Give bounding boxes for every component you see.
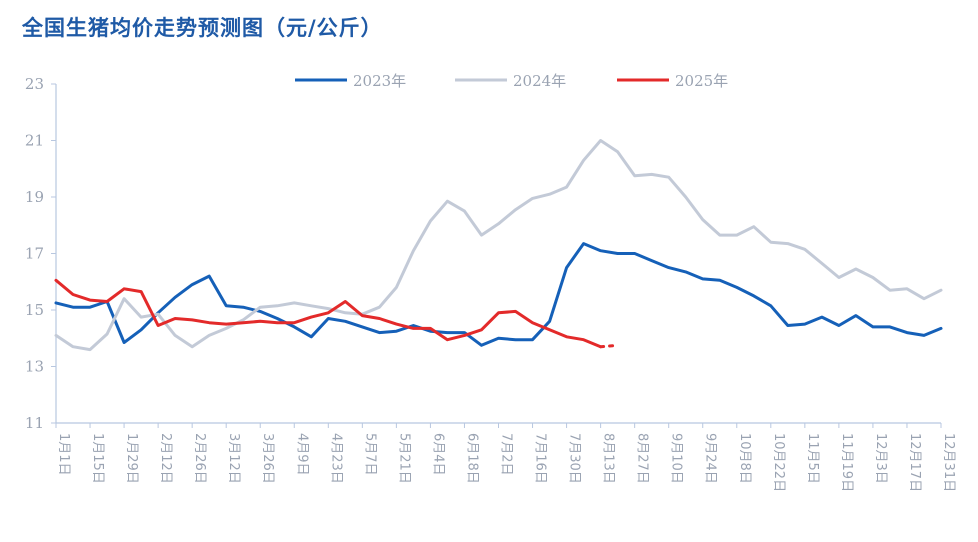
- x-tick-label: 12月17日: [907, 433, 922, 492]
- x-tick-label: 9月24日: [703, 433, 718, 484]
- y-tick-label: 19: [25, 188, 44, 206]
- y-tick-label: 21: [25, 132, 44, 150]
- series-line-2023年: [54, 242, 943, 347]
- series-line-2024年: [54, 139, 943, 352]
- x-tick-label: 3月26日: [260, 433, 275, 484]
- x-tick-label: 12月31日: [941, 433, 956, 492]
- x-tick-label: 5月7日: [362, 433, 377, 476]
- series-line-2025年: [54, 278, 603, 349]
- x-tick-label: 11月19日: [839, 433, 854, 492]
- x-tick-label: 1月1日: [56, 433, 71, 476]
- x-tick-label: 4月23日: [328, 433, 343, 484]
- x-tick-label: 6月4日: [430, 433, 445, 476]
- x-tick-label: 6月18日: [464, 433, 479, 484]
- x-tick-label: 8月27日: [635, 433, 650, 484]
- y-tick-label: 17: [25, 245, 44, 263]
- y-tick-label: 11: [25, 414, 44, 432]
- legend-label: 2024年: [513, 72, 566, 90]
- x-tick-label: 8月13日: [601, 433, 616, 484]
- y-tick-label: 23: [25, 75, 44, 93]
- y-tick-label: 13: [25, 358, 44, 376]
- x-tick-label: 7月30日: [567, 433, 582, 484]
- legend-label: 2025年: [675, 72, 728, 90]
- x-tick-label: 7月2日: [499, 433, 514, 476]
- legend: 2023年 2024年 2025年: [295, 72, 728, 90]
- x-tick-label: 7月16日: [533, 433, 548, 484]
- y-tick-label: 15: [25, 301, 44, 319]
- x-tick-label: 4月9日: [294, 433, 309, 476]
- x-tick-label: 12月3日: [873, 433, 888, 484]
- x-tick-label: 10月8日: [737, 433, 752, 484]
- x-tick-label: 5月21日: [396, 433, 411, 484]
- x-tick-label: 1月29日: [124, 433, 139, 484]
- x-tick-label: 2月12日: [158, 433, 173, 484]
- x-tick-label: 3月12日: [226, 433, 241, 484]
- x-tick-label: 2月26日: [192, 433, 207, 484]
- chart-title: 全国生猪均价走势预测图（元/公斤）: [22, 16, 383, 40]
- series-forecast-line-2025年: [599, 343, 620, 349]
- x-tick-label: 10月22日: [771, 433, 786, 492]
- legend-label: 2023年: [353, 72, 406, 90]
- x-tick-label: 11月5日: [805, 433, 820, 484]
- series-lines: [54, 139, 943, 352]
- x-tick-label: 9月10日: [669, 433, 684, 484]
- x-tick-label: 1月15日: [90, 433, 105, 484]
- axes: 11 13 15 17 19 21 23 1月1日 1月15日 1月29日 2月12日 2月26日 3月…: [25, 75, 956, 492]
